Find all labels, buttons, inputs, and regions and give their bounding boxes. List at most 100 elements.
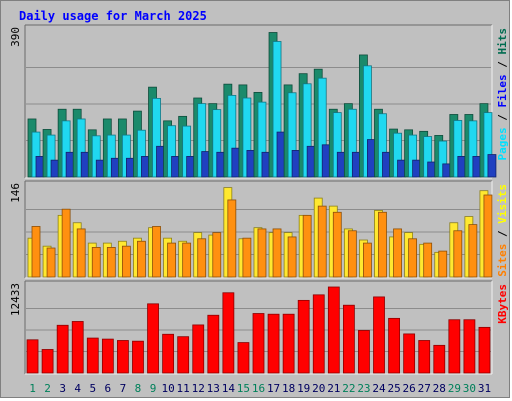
bar-sites [363,242,372,278]
x-tick-label: 11 [177,382,190,395]
x-tick-label: 26 [403,382,416,395]
bar-kbytes [312,294,325,374]
bar-kbytes [282,313,295,374]
bar-kbytes [358,330,370,374]
bar-kbytes [297,299,310,374]
bar-kbytes [252,313,265,374]
legend-item: Files [496,74,509,107]
bar-kbytes [117,340,129,374]
legend-kbytes: KBytes [496,284,509,324]
bar-kbytes [177,336,190,374]
bar-kbytes [342,304,355,374]
bar-kbytes [222,292,235,374]
x-tick-label: 3 [59,382,66,395]
bar-sites [61,208,71,278]
bar-kbytes [327,286,340,374]
legend-hits-files-pages: Pages / Files / Hits [496,28,509,161]
bar-sites [347,230,357,278]
x-tick-label: 23 [357,382,370,395]
legend-item: / [496,108,509,128]
legend-item: / [496,224,509,244]
x-tick-label: 14 [222,382,236,395]
legend-item: / [496,55,509,75]
bar-sites [76,228,86,278]
bar-sites [332,211,342,278]
x-tick-label: 13 [207,382,220,395]
x-tick-label: 25 [387,382,400,395]
legend-item: Visits [496,184,509,224]
bar-kbytes [162,333,175,374]
bar-kbytes [433,344,446,374]
bar-sites [182,242,192,278]
x-tick-label: 19 [297,382,310,395]
bar-sites [227,199,237,278]
legend-item: Hits [496,28,509,55]
bar-kbytes [101,338,114,374]
bar-pages [487,154,497,178]
bar-kbytes [192,324,205,374]
legend-item: KBytes [496,284,509,324]
x-tick-label: 22 [342,382,355,395]
bar-kbytes [26,339,39,374]
x-tick-label: 24 [372,382,386,395]
bar-kbytes [403,333,416,374]
bar-sites [91,247,101,278]
bar-kbytes [132,340,144,374]
x-tick-label: 2 [44,382,51,395]
panel-visits-sites: 146 Sites / Visits [9,180,509,279]
x-tick-label: 8 [135,382,142,395]
bar-sites [31,226,41,278]
bar-sites [423,242,433,278]
x-tick-label: 30 [463,382,476,395]
bar-kbytes [373,296,385,374]
x-axis-labels: 1 2 3 4 5 6 7 8 9 10 11 12 13 14 15 16 17 18 19 20 21 22 23 24 2… [29,382,491,395]
panel-hits-files-pages: 390 Pages / Files / Hits [9,24,509,179]
x-tick-label: 29 [448,382,461,395]
x-tick-label: 15 [237,382,250,395]
bar-sites [468,224,478,278]
x-tick-label: 18 [282,382,295,395]
y-max-label: 146 [9,183,22,203]
x-tick-label: 9 [150,382,157,395]
x-tick-label: 21 [327,382,340,395]
x-tick-label: 27 [418,382,431,395]
bar-sites [272,228,282,278]
bar-kbytes [56,324,69,374]
bar-kbytes [71,321,84,374]
bar-sites [257,228,267,278]
x-tick-label: 7 [120,382,127,395]
bar-sites [242,237,252,278]
panel-kbytes: 12433 KBytes [9,280,509,375]
bar-kbytes [448,319,461,374]
bar-sites [167,242,176,278]
x-tick-label: 1 [29,382,36,395]
legend-visits-sites: Sites / Visits [496,184,509,277]
bar-kbytes [418,340,431,374]
legend-item: Sites [496,244,509,277]
bar-sites [106,247,116,278]
bar-sites [453,230,463,278]
panels-layer: 390 Pages / Files / Hits 146 Sites / Visits… [9,24,509,375]
x-tick-label: 28 [433,382,446,395]
bar-sites [317,205,327,278]
x-tick-label: 12 [192,382,205,395]
bar-sites [46,247,56,278]
bar-sites [121,245,131,278]
bar-sites [197,238,207,278]
bar-kbytes [207,314,220,374]
chart-title: Daily usage for March 2025 [19,9,207,23]
bar-sites [438,250,448,278]
bar-sites [137,240,146,278]
bar-sites [483,194,493,278]
x-tick-label: 6 [105,382,112,395]
bar-kbytes [478,326,491,374]
bar-kbytes [237,342,250,374]
bar-kbytes [147,303,159,374]
bar-kbytes [388,317,400,374]
bar-kbytes [41,349,54,374]
bar-sites [393,228,402,278]
bar-sites [152,226,161,278]
bar-sites [287,236,297,278]
